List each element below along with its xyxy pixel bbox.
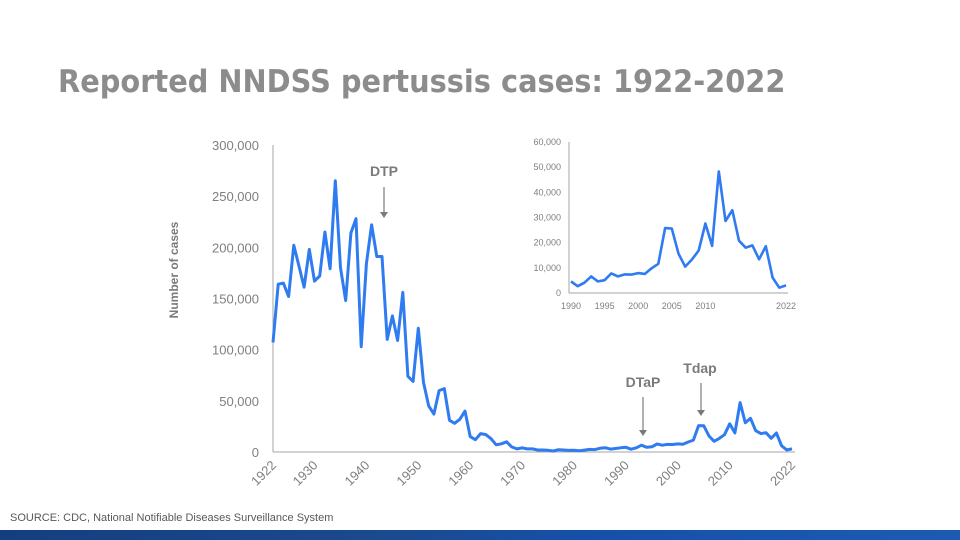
main-chart-axes: 0 50,000 100,000 150,000 200,000 250,000 300,0… <box>212 138 798 489</box>
annotation-label: Tdap <box>683 360 716 376</box>
cases-line <box>271 179 793 453</box>
inset-y-tick-label: 60,000 <box>533 137 561 147</box>
x-tick-label: 1940 <box>341 458 372 489</box>
x-axis-ticks: 1922 1930 1940 1950 1960 1970 1980 1990 2000 2010… <box>248 458 798 489</box>
x-tick-label: 1930 <box>290 458 321 489</box>
x-tick-label: 1970 <box>497 458 528 489</box>
annotation-tdap: Tdap <box>683 360 717 416</box>
inset-x-tick-label: 2010 <box>695 301 715 311</box>
inset-x-tick-label: 1995 <box>595 301 615 311</box>
inset-x-tick-label: 2005 <box>662 301 682 311</box>
y-axis-label: Number of cases <box>167 221 181 319</box>
x-tick-label: 2010 <box>705 458 736 489</box>
y-tick-label: 50,000 <box>219 394 259 409</box>
inset-y-tick-label: 50,000 <box>533 162 561 172</box>
inset-x-tick-label: 1990 <box>561 301 581 311</box>
y-tick-label: 150,000 <box>212 292 259 307</box>
x-tick-label: 1950 <box>393 458 424 489</box>
annotation-dtap: DTaP <box>626 374 661 436</box>
x-tick-label: 1980 <box>549 458 580 489</box>
x-tick-label: 2000 <box>653 458 684 489</box>
y-tick-label: 0 <box>252 445 259 460</box>
x-tick-label: 1922 <box>248 458 279 489</box>
inset-x-axis-ticks: 1990 1995 2000 2005 2010 2022 <box>561 301 796 311</box>
y-axis-ticks: 0 50,000 100,000 150,000 200,000 250,000 300,0… <box>212 138 259 460</box>
annotation-dtp: DTP <box>370 163 398 218</box>
vaccine-annotations: DTP DTaP Tdap <box>370 163 717 436</box>
source-note: SOURCE: CDC, National Notifiable Disease… <box>10 512 334 524</box>
annotation-label: DTaP <box>626 374 661 390</box>
arrow-head-icon <box>380 212 388 218</box>
inset-chart: 0 10,000 20,000 30,000 40,000 50,000 60,000 19… <box>533 137 796 311</box>
inset-y-tick-label: 0 <box>556 288 561 298</box>
inset-x-tick-label: 2022 <box>776 301 796 311</box>
inset-y-tick-label: 40,000 <box>533 187 561 197</box>
inset-cases-line <box>570 170 787 290</box>
y-tick-label: 100,000 <box>212 343 259 358</box>
footer-bar <box>0 530 960 540</box>
arrow-head-icon <box>697 410 705 416</box>
slide-title: Reported NNDSS pertussis cases: 1922-202… <box>58 64 786 100</box>
y-tick-label: 300,000 <box>212 138 259 153</box>
inset-y-tick-label: 30,000 <box>533 213 561 223</box>
annotation-label: DTP <box>370 163 398 179</box>
x-tick-label: 1960 <box>445 458 476 489</box>
inset-y-axis-ticks: 0 10,000 20,000 30,000 40,000 50,000 60,000 <box>533 137 561 298</box>
x-tick-label: 2022 <box>767 458 798 489</box>
x-tick-label: 1990 <box>601 458 632 489</box>
y-tick-label: 200,000 <box>212 240 259 255</box>
inset-y-tick-label: 20,000 <box>533 238 561 248</box>
y-tick-label: 250,000 <box>212 189 259 204</box>
arrow-head-icon <box>639 430 647 436</box>
inset-y-tick-label: 10,000 <box>533 263 561 273</box>
inset-x-tick-label: 2000 <box>628 301 648 311</box>
